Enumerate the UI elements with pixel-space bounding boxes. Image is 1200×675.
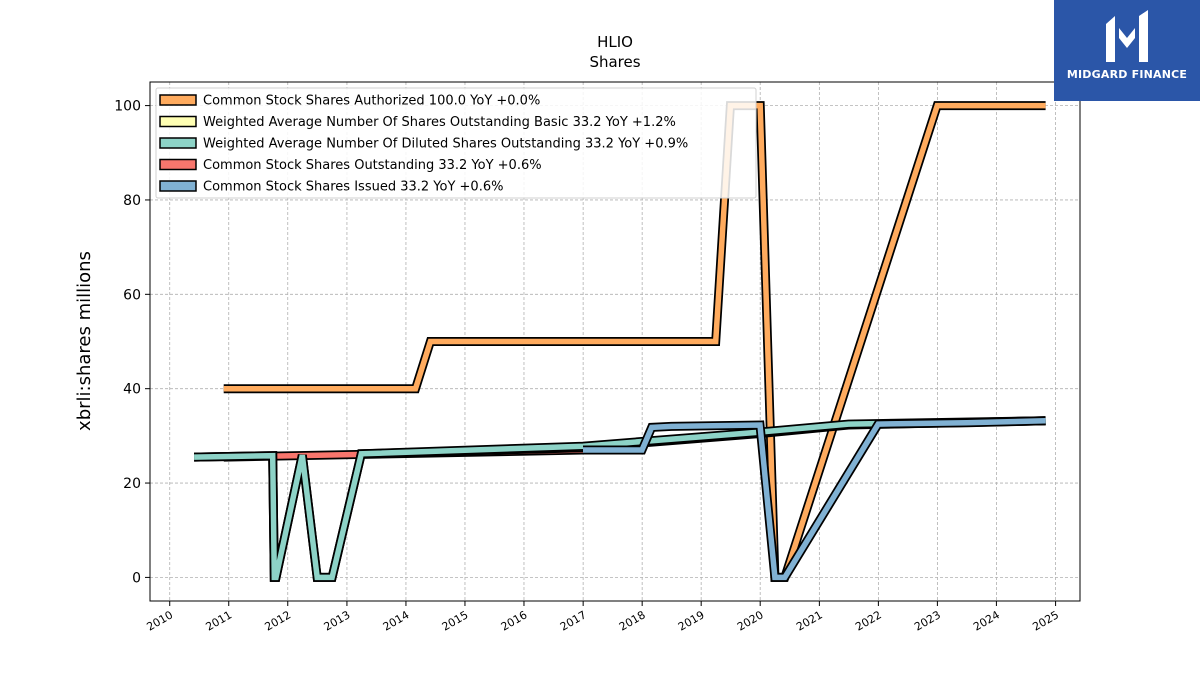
y-tick-label: 20: [123, 476, 141, 492]
series-line-stroke: [583, 418, 1046, 581]
y-tick-label: 80: [123, 193, 141, 209]
x-tick-label: 2012: [263, 608, 294, 633]
brand-name: MIDGARD FINANCE: [1066, 68, 1188, 81]
x-tick-label: 2017: [558, 608, 589, 633]
x-tick-label: 2025: [1030, 608, 1061, 633]
legend-swatch: [159, 180, 197, 192]
series-line-4: [583, 416, 1046, 582]
legend: Common Stock Shares Authorized 100.0 YoY…: [155, 87, 757, 199]
x-tick-label: 2010: [144, 608, 175, 633]
legend-swatch: [159, 137, 197, 149]
series-line-2: [194, 416, 1046, 582]
x-tick-label: 2024: [971, 608, 1002, 633]
series-line-stroke: [194, 418, 1046, 581]
x-tick-label: 2023: [912, 608, 943, 633]
legend-swatch: [159, 158, 197, 171]
x-tick-label: 2016: [499, 608, 530, 633]
legend-entry-label: Weighted Average Number Of Diluted Share…: [203, 137, 688, 152]
y-tick-label: 60: [123, 287, 141, 303]
legend-entry-label: Common Stock Shares Outstanding 33.2 YoY…: [203, 158, 542, 173]
y-tick-label: 0: [132, 570, 141, 586]
x-tick-label: 2014: [381, 608, 412, 633]
legend-entry-label: Common Stock Shares Issued 33.2 YoY +0.6…: [203, 180, 503, 195]
y-tick-label: 100: [114, 99, 141, 115]
y-tick-label: 40: [123, 382, 141, 398]
x-tick-label: 2021: [794, 608, 825, 633]
x-tick-label: 2011: [203, 608, 234, 633]
x-tick-label: 2020: [735, 608, 766, 633]
y-axis-label: xbrli:shares millions: [74, 251, 95, 431]
legend-swatch: [159, 94, 197, 106]
chart-subtitle: Shares: [589, 53, 640, 71]
legend-box: [155, 87, 757, 199]
x-tick-label: 2018: [617, 608, 648, 633]
chart-title: HLIO: [597, 33, 633, 51]
x-tick-label: 2013: [322, 608, 353, 633]
x-tick-label: 2015: [440, 608, 471, 633]
legend-swatch: [159, 115, 197, 128]
x-tick-label: 2022: [853, 608, 884, 633]
legend-entry-label: Common Stock Shares Authorized 100.0 YoY…: [203, 94, 540, 109]
plot-frame: [149, 81, 1081, 602]
midgard-m-logo-icon: [1106, 10, 1148, 62]
x-tick-label: 2019: [676, 608, 707, 633]
brand-logo: MIDGARD FINANCE: [1054, 0, 1200, 101]
legend-entry-label: Weighted Average Number Of Shares Outsta…: [203, 115, 676, 130]
